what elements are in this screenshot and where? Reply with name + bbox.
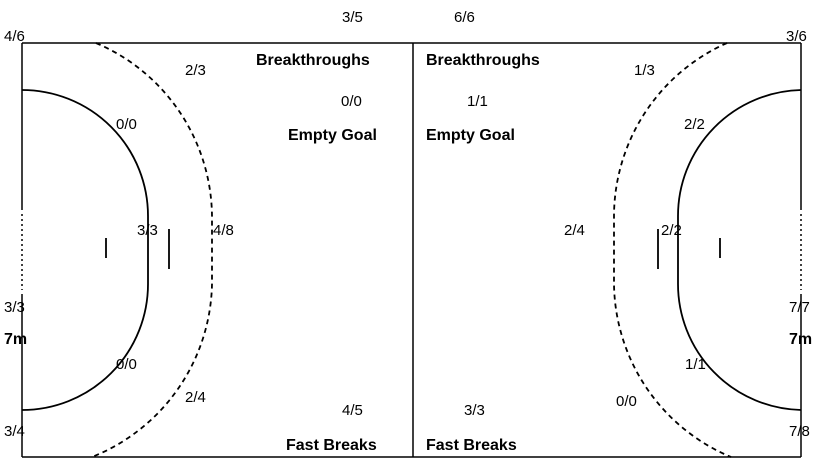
right-breakthroughs-label: Breakthroughs — [426, 52, 540, 69]
right-wing-bottom-stat: 0/0 — [616, 393, 637, 410]
left-goal-area — [21, 89, 149, 411]
right-wing-top-stat: 1/3 — [634, 62, 655, 79]
right-breakthroughs-stat: 6/6 — [454, 9, 475, 26]
right-six-meter-bottom-stat: 1/1 — [685, 356, 706, 373]
left-empty-goal-stat: 0/0 — [341, 93, 362, 110]
right-seven-meter-label: 7m — [789, 331, 813, 348]
right-six-meter-top-stat: 2/2 — [684, 116, 705, 133]
right-corner-bottom-stat: 7/8 — [789, 423, 810, 440]
right-empty-goal-label: Empty Goal — [426, 127, 515, 144]
left-wing-top-stat: 2/3 — [185, 62, 206, 79]
left-empty-goal-label: Empty Goal — [288, 127, 377, 144]
left-nine-meter-center-stat: 4/8 — [213, 222, 234, 239]
left-seven-meter-label: 7m — [4, 331, 28, 348]
left-wing-bottom-stat: 2/4 — [185, 389, 206, 406]
left-fast-breaks-label: Fast Breaks — [286, 437, 377, 454]
left-corner-top-stat: 4/6 — [4, 28, 25, 45]
left-corner-bottom-stat: 3/4 — [4, 423, 25, 440]
right-goal-area — [677, 89, 802, 411]
left-breakthroughs-label: Breakthroughs — [256, 52, 370, 69]
left-fast-breaks-stat: 4/5 — [342, 402, 363, 419]
right-six-meter-center-stat: 2/2 — [661, 222, 682, 239]
left-six-meter-top-stat: 0/0 — [116, 116, 137, 133]
left-six-meter-center-stat: 3/3 — [137, 222, 158, 239]
right-fast-breaks-stat: 3/3 — [464, 402, 485, 419]
left-free-throw-line — [91, 42, 213, 458]
left-seven-meter-stat: 3/3 — [4, 299, 25, 316]
right-corner-top-stat: 3/6 — [786, 28, 807, 45]
right-seven-meter-stat: 7/7 — [789, 299, 810, 316]
left-six-meter-bottom-stat: 0/0 — [116, 356, 137, 373]
right-empty-goal-stat: 1/1 — [467, 93, 488, 110]
left-breakthroughs-stat: 3/5 — [342, 9, 363, 26]
right-free-throw-line — [613, 42, 732, 458]
right-nine-meter-center-stat: 2/4 — [564, 222, 585, 239]
right-fast-breaks-label: Fast Breaks — [426, 437, 517, 454]
